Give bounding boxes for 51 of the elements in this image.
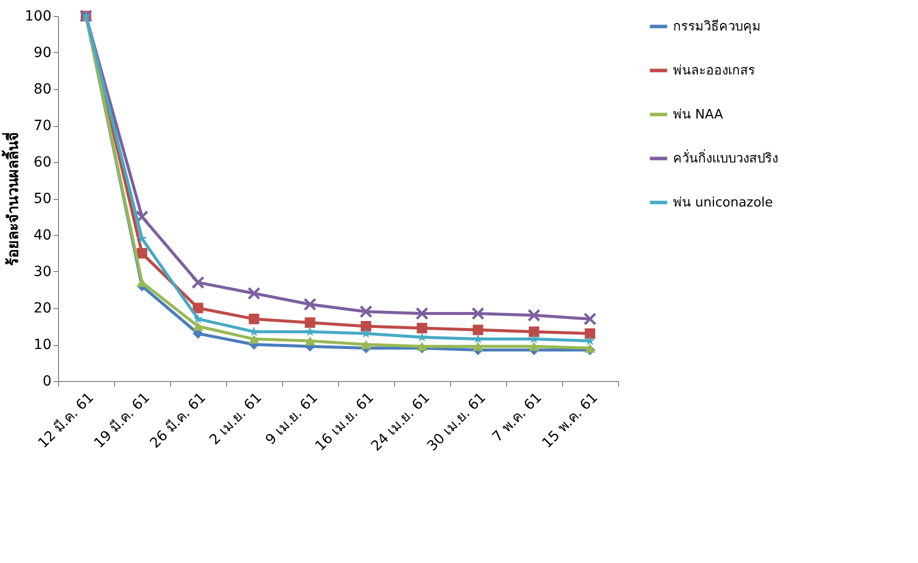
y-tick-label: 20	[34, 300, 52, 316]
point	[304, 336, 316, 346]
point	[528, 326, 540, 337]
y-tick-label: 0	[42, 374, 52, 390]
point	[584, 312, 596, 326]
point	[585, 336, 595, 346]
point	[416, 342, 428, 351]
y-axis-title: ร้อยละจำนวนผลลิ้นจี่	[0, 132, 22, 266]
point	[305, 326, 315, 336]
point	[192, 322, 204, 331]
point	[528, 308, 540, 322]
legend-label: กรรมวิธีควบคุม	[673, 18, 761, 34]
point	[248, 286, 260, 300]
point	[193, 314, 203, 324]
point	[361, 328, 371, 338]
y-tick-label: 30	[34, 264, 52, 280]
point	[137, 233, 147, 243]
legend-label: พ่น uniconazole	[673, 196, 773, 210]
point	[416, 306, 428, 320]
point	[584, 344, 596, 353]
point	[360, 321, 372, 332]
point	[472, 306, 484, 320]
legend-label: ควั่นกิ่งแบบวงสปริง	[673, 150, 778, 166]
y-tick-label: 60	[34, 154, 52, 170]
point	[472, 342, 484, 351]
point	[248, 334, 260, 344]
y-tick-label: 80	[34, 82, 52, 98]
y-tick-label: 40	[34, 228, 52, 244]
point	[248, 314, 260, 324]
y-tick-label: 50	[34, 191, 52, 207]
point	[417, 332, 427, 342]
point	[136, 248, 148, 258]
point	[192, 276, 204, 289]
point	[529, 334, 539, 344]
y-tick-label: 10	[34, 337, 52, 353]
point	[360, 305, 372, 318]
legend-label: พ่นละอองเกสร	[673, 64, 755, 78]
point	[249, 326, 259, 336]
point	[472, 324, 484, 336]
y-tick-label: 90	[34, 45, 52, 61]
y-tick-label: 100	[24, 8, 52, 24]
legend-label: พ่น NAA	[673, 108, 724, 122]
point	[528, 342, 540, 351]
point	[584, 328, 596, 339]
point	[304, 298, 316, 311]
point	[360, 340, 372, 350]
point	[304, 317, 316, 328]
y-tick-label: 70	[34, 118, 52, 134]
point	[473, 334, 483, 344]
x-tick-label: 2 เม.ย. 61	[206, 390, 266, 448]
point	[416, 322, 428, 334]
